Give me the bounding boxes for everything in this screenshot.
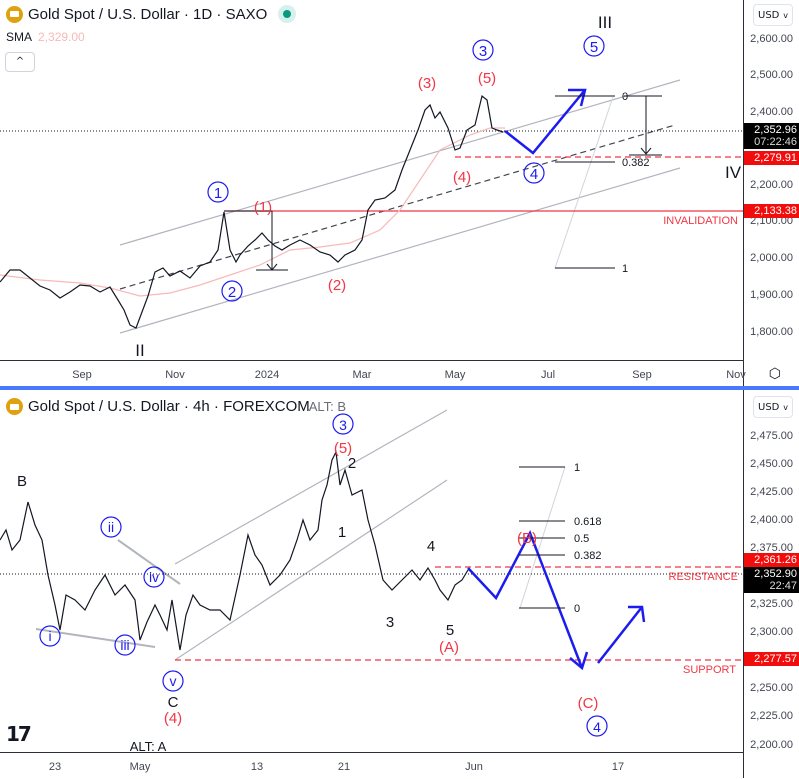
svg-text:(C): (C) — [578, 695, 599, 712]
svg-text:0.5: 0.5 — [574, 533, 589, 545]
market-open-status-icon[interactable] — [278, 5, 297, 23]
svg-text:2: 2 — [348, 455, 356, 472]
svg-text:iv: iv — [149, 569, 159, 585]
svg-text:C: C — [168, 694, 179, 711]
svg-text:1: 1 — [574, 462, 580, 474]
chevron-down-icon: v — [783, 11, 788, 20]
4h-price-axis[interactable]: USD v 2,475.00 2,450.00 2,425.00 2,400.00… — [743, 390, 799, 778]
tradingview-logo[interactable]: 17 — [6, 722, 32, 746]
svg-text:4: 4 — [427, 538, 435, 555]
svg-text:3: 3 — [339, 417, 347, 433]
svg-text:(4): (4) — [164, 710, 182, 727]
svg-text:3: 3 — [479, 43, 487, 60]
resistance-label: RESISTANCE — [669, 571, 738, 583]
last-price-label: 2,352.96 07:22:46 — [744, 123, 799, 149]
svg-text:0: 0 — [622, 91, 628, 103]
resistance-price-label: 2,361.26 — [744, 553, 799, 567]
4h-chart-title: Gold Spot / U.S. Dollar · 4h · FOREXCOM … — [6, 398, 346, 415]
invalidation-label: INVALIDATION — [663, 215, 738, 227]
daily-price-axis[interactable]: USD v 2,600.00 2,500.00 2,400.00 2,200.00… — [743, 0, 799, 386]
alt-a-label: ALT: A — [130, 739, 167, 752]
chevron-down-icon: v — [783, 403, 788, 412]
svg-text:(5): (5) — [478, 70, 496, 87]
svg-text:1: 1 — [338, 524, 346, 541]
svg-text:(2): (2) — [328, 277, 346, 294]
sma-value: 2,329.00 — [38, 30, 85, 44]
svg-text:4: 4 — [593, 719, 601, 735]
svg-text:(B): (B) — [517, 530, 537, 547]
svg-text:i: i — [48, 628, 51, 644]
svg-text:v: v — [170, 673, 177, 689]
daily-chart-title: Gold Spot / U.S. Dollar · 1D · SAXO — [6, 5, 297, 23]
svg-text:5: 5 — [446, 622, 454, 639]
invalidation-price-label: 2,133.38 — [744, 204, 799, 218]
last-price-label: 2,352.90 22:47 — [744, 567, 799, 593]
svg-text:B: B — [17, 473, 27, 490]
chart-settings-icon[interactable]: ⬡ — [768, 366, 781, 382]
svg-text:3: 3 — [386, 614, 394, 631]
alt-b-label: ALT: B — [308, 399, 347, 414]
svg-text:0.618: 0.618 — [574, 516, 602, 528]
sma-indicator-legend[interactable]: SMA 2,329.00 — [6, 30, 85, 44]
svg-text:(4): (4) — [453, 169, 471, 186]
svg-text:0: 0 — [574, 603, 580, 615]
svg-text:iii: iii — [120, 637, 129, 653]
4h-chart-pane[interactable]: 1 0.618 0.5 0.382 0 i ii iii iv v 3 4 (5) (4) (A) … — [0, 390, 799, 778]
svg-text:0.382: 0.382 — [622, 157, 650, 169]
svg-text:1: 1 — [622, 263, 628, 275]
4h-chart-title-text: Gold Spot / U.S. Dollar · 4h · FOREXCOM — [28, 398, 310, 415]
support-label: SUPPORT — [683, 664, 736, 676]
svg-text:IV: IV — [725, 163, 742, 182]
daily-time-axis[interactable]: Sep Nov 2024 Mar May Jul Sep Nov — [0, 360, 746, 387]
svg-text:(A): (A) — [439, 639, 459, 656]
sma-label: SMA — [6, 30, 33, 44]
gold-symbol-icon — [6, 398, 23, 415]
svg-text:(1): (1) — [254, 199, 272, 216]
4h-time-axis[interactable]: 23 May 13 21 Jun 17 — [0, 752, 744, 779]
svg-text:0.382: 0.382 — [574, 550, 602, 562]
svg-text:5: 5 — [590, 39, 598, 56]
svg-text:III: III — [598, 13, 612, 32]
svg-text:II: II — [135, 341, 144, 360]
pane-divider[interactable] — [0, 386, 799, 390]
collapse-legend-button[interactable]: ^ — [5, 52, 35, 72]
svg-text:(5): (5) — [334, 440, 352, 457]
fib-level-price-label: 2,279.91 — [744, 151, 799, 165]
currency-selector[interactable]: USD v — [753, 396, 793, 418]
svg-text:(3): (3) — [418, 75, 436, 92]
daily-chart-title-text: Gold Spot / U.S. Dollar · 1D · SAXO — [28, 5, 268, 23]
svg-text:4: 4 — [530, 166, 538, 183]
wave-1-label: 1 — [214, 185, 222, 202]
currency-selector[interactable]: USD v — [753, 4, 793, 26]
svg-text:2: 2 — [228, 284, 236, 301]
svg-text:ii: ii — [108, 519, 114, 535]
gold-symbol-icon — [6, 5, 23, 23]
support-price-label: 2,277.57 — [744, 652, 799, 666]
